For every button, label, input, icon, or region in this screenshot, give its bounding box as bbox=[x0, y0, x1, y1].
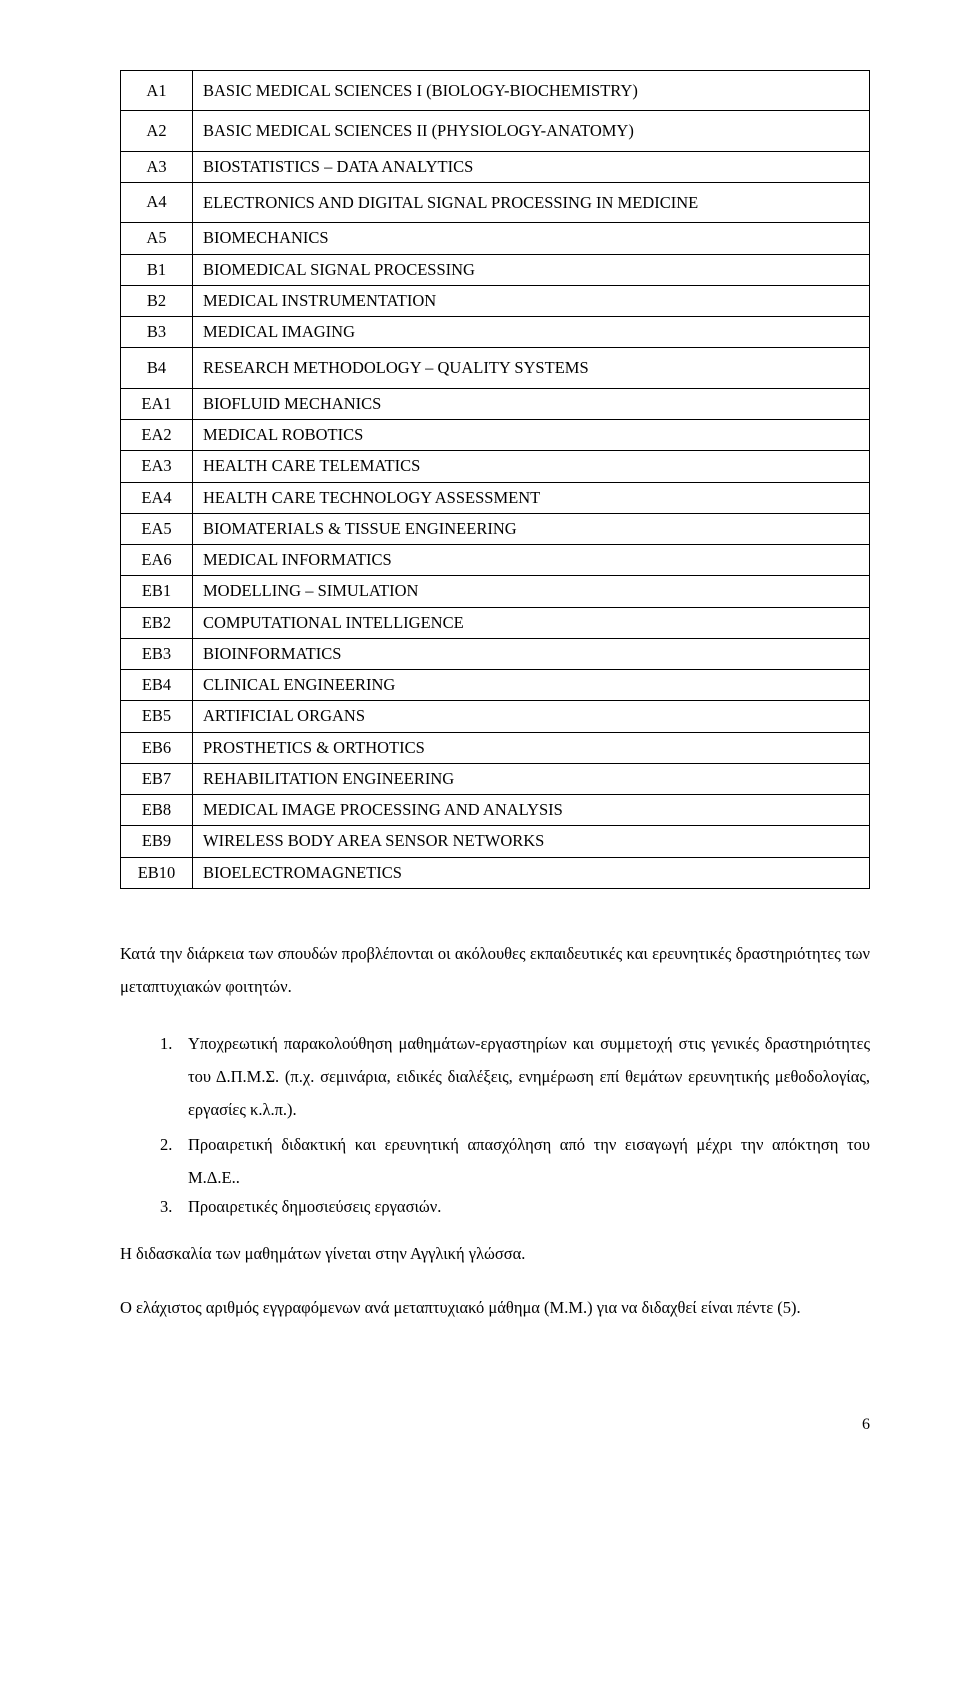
course-title-cell: BASIC MEDICAL SCIENCES II (PHYSIOLOGY-AN… bbox=[193, 111, 870, 151]
table-row: EB3BIOINFORMATICS bbox=[121, 638, 870, 669]
course-code-cell: A3 bbox=[121, 151, 193, 182]
list-item-text: Υποχρεωτική παρακολούθηση μαθημάτων-εργα… bbox=[188, 1034, 870, 1119]
table-row: EA5BIOMATERIALS & TISSUE ENGINEERING bbox=[121, 513, 870, 544]
course-code-cell: EB4 bbox=[121, 670, 193, 701]
course-title-cell: BIOMATERIALS & TISSUE ENGINEERING bbox=[193, 513, 870, 544]
table-row: EA2MEDICAL ROBOTICS bbox=[121, 419, 870, 450]
course-title-cell: MEDICAL IMAGE PROCESSING AND ANALYSIS bbox=[193, 795, 870, 826]
table-row: A2BASIC MEDICAL SCIENCES II (PHYSIOLOGY-… bbox=[121, 111, 870, 151]
course-table: A1BASIC MEDICAL SCIENCES I (BIOLOGY-BIOC… bbox=[120, 70, 870, 889]
course-code-cell: EB5 bbox=[121, 701, 193, 732]
list-item: 2.Προαιρετική διδακτική και ερευνητική α… bbox=[160, 1128, 870, 1194]
table-row: B4RESEARCH METHODOLOGY – QUALITY SYSTEMS bbox=[121, 348, 870, 388]
table-row: A4ELECTRONICS AND DIGITAL SIGNAL PROCESS… bbox=[121, 182, 870, 222]
course-code-cell: A4 bbox=[121, 182, 193, 222]
table-row: B1BIOMEDICAL SIGNAL PROCESSING bbox=[121, 254, 870, 285]
course-title-cell: BIOSTATISTICS – DATA ANALYTICS bbox=[193, 151, 870, 182]
list-item: 1.Υποχρεωτική παρακολούθηση μαθημάτων-ερ… bbox=[160, 1027, 870, 1126]
table-row: EB6PROSTHETICS & ORTHOTICS bbox=[121, 732, 870, 763]
course-table-body: A1BASIC MEDICAL SCIENCES I (BIOLOGY-BIOC… bbox=[121, 71, 870, 889]
course-title-cell: MEDICAL INSTRUMENTATION bbox=[193, 285, 870, 316]
course-title-cell: BIOINFORMATICS bbox=[193, 638, 870, 669]
course-title-cell: COMPUTATIONAL INTELLIGENCE bbox=[193, 607, 870, 638]
course-code-cell: EA1 bbox=[121, 388, 193, 419]
list-item-text: Προαιρετική διδακτική και ερευνητική απα… bbox=[188, 1135, 870, 1187]
list-item: 3.Προαιρετικές δημοσιεύσεις εργασιών. bbox=[160, 1196, 870, 1218]
course-code-cell: EA6 bbox=[121, 545, 193, 576]
course-title-cell: BIOMEDICAL SIGNAL PROCESSING bbox=[193, 254, 870, 285]
table-row: EA1BIOFLUID MECHANICS bbox=[121, 388, 870, 419]
course-code-cell: EA3 bbox=[121, 451, 193, 482]
course-code-cell: EB8 bbox=[121, 795, 193, 826]
course-code-cell: B3 bbox=[121, 317, 193, 348]
course-code-cell: A5 bbox=[121, 223, 193, 254]
course-title-cell: MEDICAL INFORMATICS bbox=[193, 545, 870, 576]
course-title-cell: HEALTH CARE TECHNOLOGY ASSESSMENT bbox=[193, 482, 870, 513]
course-title-cell: MEDICAL IMAGING bbox=[193, 317, 870, 348]
table-row: B2MEDICAL INSTRUMENTATION bbox=[121, 285, 870, 316]
course-code-cell: EB1 bbox=[121, 576, 193, 607]
page-number: 6 bbox=[120, 1414, 870, 1436]
course-title-cell: ARTIFICIAL ORGANS bbox=[193, 701, 870, 732]
table-row: EB7REHABILITATION ENGINEERING bbox=[121, 763, 870, 794]
course-code-cell: EB9 bbox=[121, 826, 193, 857]
teaching-language-paragraph: Η διδασκαλία των μαθημάτων γίνεται στην … bbox=[120, 1242, 870, 1267]
course-title-cell: MEDICAL ROBOTICS bbox=[193, 419, 870, 450]
table-row: EB1MODELLING – SIMULATION bbox=[121, 576, 870, 607]
list-item-text: Προαιρετικές δημοσιεύσεις εργασιών. bbox=[188, 1197, 441, 1216]
table-row: EA6MEDICAL INFORMATICS bbox=[121, 545, 870, 576]
table-row: EB9WIRELESS BODY AREA SENSOR NETWORKS bbox=[121, 826, 870, 857]
table-row: A1BASIC MEDICAL SCIENCES I (BIOLOGY-BIOC… bbox=[121, 71, 870, 111]
table-row: B3MEDICAL IMAGING bbox=[121, 317, 870, 348]
course-title-cell: MODELLING – SIMULATION bbox=[193, 576, 870, 607]
course-code-cell: EA4 bbox=[121, 482, 193, 513]
course-title-cell: BIOFLUID MECHANICS bbox=[193, 388, 870, 419]
course-code-cell: EB7 bbox=[121, 763, 193, 794]
course-code-cell: EB10 bbox=[121, 857, 193, 888]
table-row: A5BIOMECHANICS bbox=[121, 223, 870, 254]
table-row: A3BIOSTATISTICS – DATA ANALYTICS bbox=[121, 151, 870, 182]
course-code-cell: EB6 bbox=[121, 732, 193, 763]
intro-paragraph: Κατά την διάρκεια των σπουδών προβλέποντ… bbox=[120, 937, 870, 1003]
course-title-cell: BASIC MEDICAL SCIENCES I (BIOLOGY-BIOCHE… bbox=[193, 71, 870, 111]
course-title-cell: BIOELECTROMAGNETICS bbox=[193, 857, 870, 888]
table-row: EB8MEDICAL IMAGE PROCESSING AND ANALYSIS bbox=[121, 795, 870, 826]
course-code-cell: A2 bbox=[121, 111, 193, 151]
course-code-cell: EA5 bbox=[121, 513, 193, 544]
course-title-cell: CLINICAL ENGINEERING bbox=[193, 670, 870, 701]
table-row: EB5ARTIFICIAL ORGANS bbox=[121, 701, 870, 732]
course-title-cell: REHABILITATION ENGINEERING bbox=[193, 763, 870, 794]
course-title-cell: RESEARCH METHODOLOGY – QUALITY SYSTEMS bbox=[193, 348, 870, 388]
course-title-cell: WIRELESS BODY AREA SENSOR NETWORKS bbox=[193, 826, 870, 857]
table-row: EB4CLINICAL ENGINEERING bbox=[121, 670, 870, 701]
course-code-cell: EB2 bbox=[121, 607, 193, 638]
course-code-cell: EB3 bbox=[121, 638, 193, 669]
course-code-cell: B2 bbox=[121, 285, 193, 316]
course-code-cell: B4 bbox=[121, 348, 193, 388]
course-code-cell: A1 bbox=[121, 71, 193, 111]
course-code-cell: EA2 bbox=[121, 419, 193, 450]
table-row: EB2COMPUTATIONAL INTELLIGENCE bbox=[121, 607, 870, 638]
table-row: EA4HEALTH CARE TECHNOLOGY ASSESSMENT bbox=[121, 482, 870, 513]
numbered-list: 1.Υποχρεωτική παρακολούθηση μαθημάτων-ερ… bbox=[160, 1027, 870, 1218]
table-row: EA3HEALTH CARE TELEMATICS bbox=[121, 451, 870, 482]
minimum-enrollment-paragraph: Ο ελάχιστος αριθμός εγγραφόμενων ανά μετ… bbox=[120, 1291, 870, 1324]
course-code-cell: B1 bbox=[121, 254, 193, 285]
course-title-cell: ELECTRONICS AND DIGITAL SIGNAL PROCESSIN… bbox=[193, 182, 870, 222]
table-row: EB10BIOELECTROMAGNETICS bbox=[121, 857, 870, 888]
course-title-cell: PROSTHETICS & ORTHOTICS bbox=[193, 732, 870, 763]
course-title-cell: BIOMECHANICS bbox=[193, 223, 870, 254]
course-title-cell: HEALTH CARE TELEMATICS bbox=[193, 451, 870, 482]
